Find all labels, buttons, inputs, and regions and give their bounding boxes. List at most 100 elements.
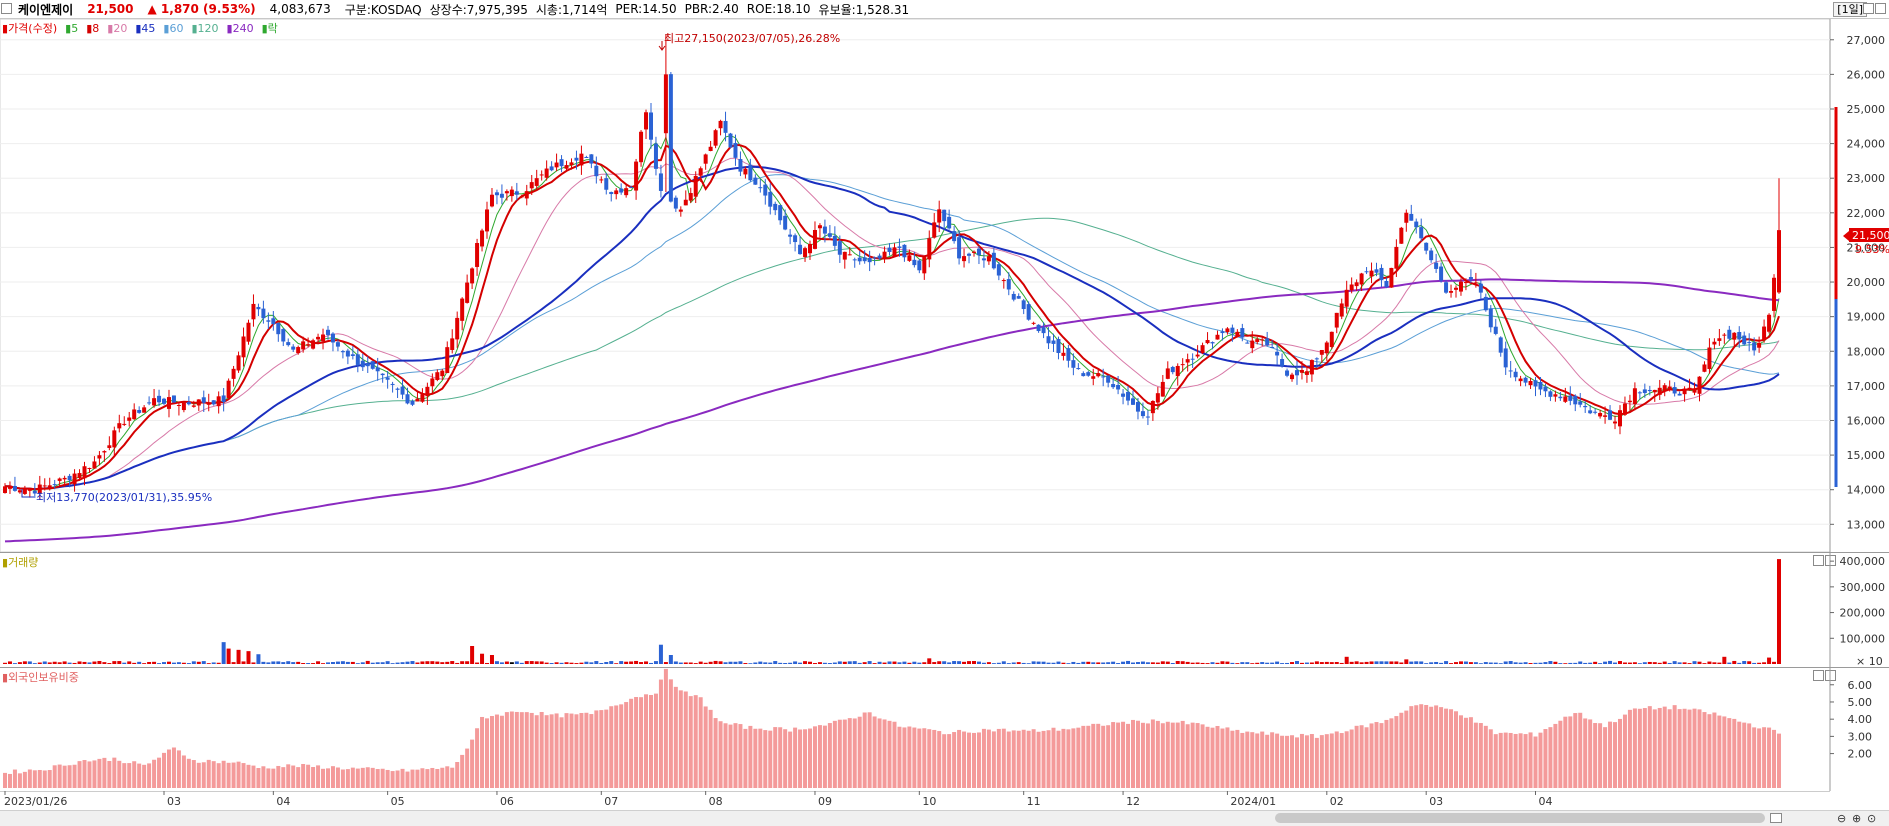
volume-legend[interactable]: ▮거래량 [2, 556, 39, 569]
high-annotation: 최고27,150(2023/07/05),26.28% [664, 32, 840, 45]
price-chart[interactable]: 13,000 14,000 15,000 16,000 17,000 18,000 19,0… [0, 19, 1889, 552]
candle-body [1324, 342, 1329, 354]
candle-body [166, 397, 171, 409]
horizontal-scrollbar[interactable]: ⊖ ⊕ ⊙ [0, 810, 1889, 826]
volume-bar [420, 661, 425, 664]
volume-bar [251, 662, 256, 664]
foreign-bar [1404, 710, 1409, 788]
volume-bar [1533, 662, 1538, 664]
candle-body [171, 395, 176, 403]
volume-bar [1737, 662, 1742, 664]
slider-control[interactable] [1770, 813, 1782, 823]
foreign-bar [400, 768, 405, 788]
candle-body [1777, 230, 1781, 293]
foreign-chart[interactable]: 2.00 3.00 4.00 5.00 6.00 [0, 668, 1889, 791]
volume-bar [186, 663, 191, 664]
foreign-bar [420, 768, 425, 788]
candle-body [1270, 346, 1275, 348]
scroll-thumb[interactable] [1275, 813, 1765, 823]
zoom-out-icon[interactable]: ⊖ [1837, 812, 1847, 825]
foreign-bar [1598, 723, 1603, 788]
candle-body [1622, 403, 1627, 415]
foreign-bar [142, 764, 147, 788]
foreign-bar [435, 768, 440, 788]
candle-body [718, 120, 723, 129]
x-tick-label: 12 [1126, 795, 1140, 808]
volume-bar [1126, 660, 1131, 664]
candle-body [877, 255, 882, 259]
legend-ma60[interactable]: ▮60 [163, 22, 184, 35]
candle-body [1533, 380, 1538, 387]
foreign-bar [296, 767, 301, 788]
foreign-restore-icon[interactable] [1813, 670, 1824, 681]
volume-bar [1245, 662, 1250, 664]
candle-body [1061, 352, 1066, 356]
volume-bar [385, 661, 390, 664]
candle-body [976, 248, 981, 256]
foreign-bar [281, 767, 286, 788]
candle-body [733, 143, 738, 158]
candle-body [1747, 342, 1752, 344]
volume-bar [991, 663, 996, 664]
volume-bar [281, 662, 286, 664]
foreign-bar [1702, 712, 1707, 788]
foreign-bar [599, 710, 604, 788]
volume-chart[interactable]: 100,000 200,000 300,000 400,000 × 10 [0, 553, 1889, 667]
volume-bar [648, 662, 653, 664]
foreign-bar [648, 694, 653, 788]
legend-price[interactable]: ▮가격(수정) [2, 22, 58, 35]
x-tick-label: 05 [391, 795, 405, 808]
volume-tick-label: 300,000 [1840, 581, 1886, 594]
legend-ma120[interactable]: ▮120 [191, 22, 219, 35]
candle-body [1757, 342, 1762, 348]
foreign-bar [360, 767, 365, 788]
foreign-bar [370, 767, 375, 788]
legend-ma240[interactable]: ▮240 [226, 22, 254, 35]
zoom-in-icon[interactable]: ⊕ [1852, 812, 1862, 825]
volume-bar [1458, 661, 1463, 664]
volume-bar [1687, 663, 1692, 664]
foreign-bar [1111, 722, 1116, 788]
current-price: 21,500 [87, 2, 134, 16]
pbr-value: PBR:2.40 [684, 2, 739, 16]
legend-ma20[interactable]: ▮20 [107, 22, 128, 35]
foreign-bar [181, 755, 186, 788]
foreign-bar [504, 712, 509, 788]
foreign-bar [1742, 722, 1747, 788]
volume-bar [1603, 661, 1608, 664]
period-selector[interactable]: [1일] [1833, 2, 1867, 17]
volume-bar [1563, 663, 1568, 664]
volume-bar [808, 661, 813, 664]
foreign-bar [266, 768, 271, 788]
volume-restore-icon[interactable] [1813, 555, 1824, 566]
x-tick-label: 08 [709, 795, 723, 808]
foreign-bar [415, 769, 420, 788]
foreign-bar [1682, 708, 1687, 788]
candle-body [753, 177, 758, 185]
foreign-bar [316, 765, 321, 788]
legend-ma5[interactable]: ▮5 [65, 22, 79, 35]
volume-bar [1682, 662, 1687, 664]
panel-restore-icon[interactable] [1863, 3, 1874, 14]
window-checkbox[interactable] [1, 3, 12, 14]
zoom-reset-icon[interactable]: ⊙ [1867, 812, 1877, 825]
panel-close-icon[interactable] [1875, 3, 1886, 14]
volume-bar [1036, 661, 1041, 664]
volume-bar [32, 663, 37, 664]
candle-body [276, 323, 281, 335]
foreign-bar [1280, 735, 1285, 788]
volume-bar [1041, 661, 1046, 664]
candle-body [27, 489, 32, 491]
foreign-bar [927, 729, 932, 788]
foreign-legend[interactable]: ▮외국인보유비중 [2, 671, 79, 684]
legend-lak[interactable]: ▮락 [261, 22, 278, 35]
x-ticks: 2023/01/26 03 04 05 06 07 08 09 10 11 12 2024/01 02 0… [4, 791, 1553, 808]
foreign-bar [1538, 732, 1543, 788]
candle-body [405, 394, 410, 404]
legend-ma45[interactable]: ▮45 [135, 22, 156, 35]
volume-bar [465, 661, 470, 664]
legend-ma8[interactable]: ▮8 [86, 22, 100, 35]
candle-body [1399, 227, 1404, 244]
foreign-bar [489, 716, 494, 788]
price-tick-label: 14,000 [1847, 484, 1886, 497]
